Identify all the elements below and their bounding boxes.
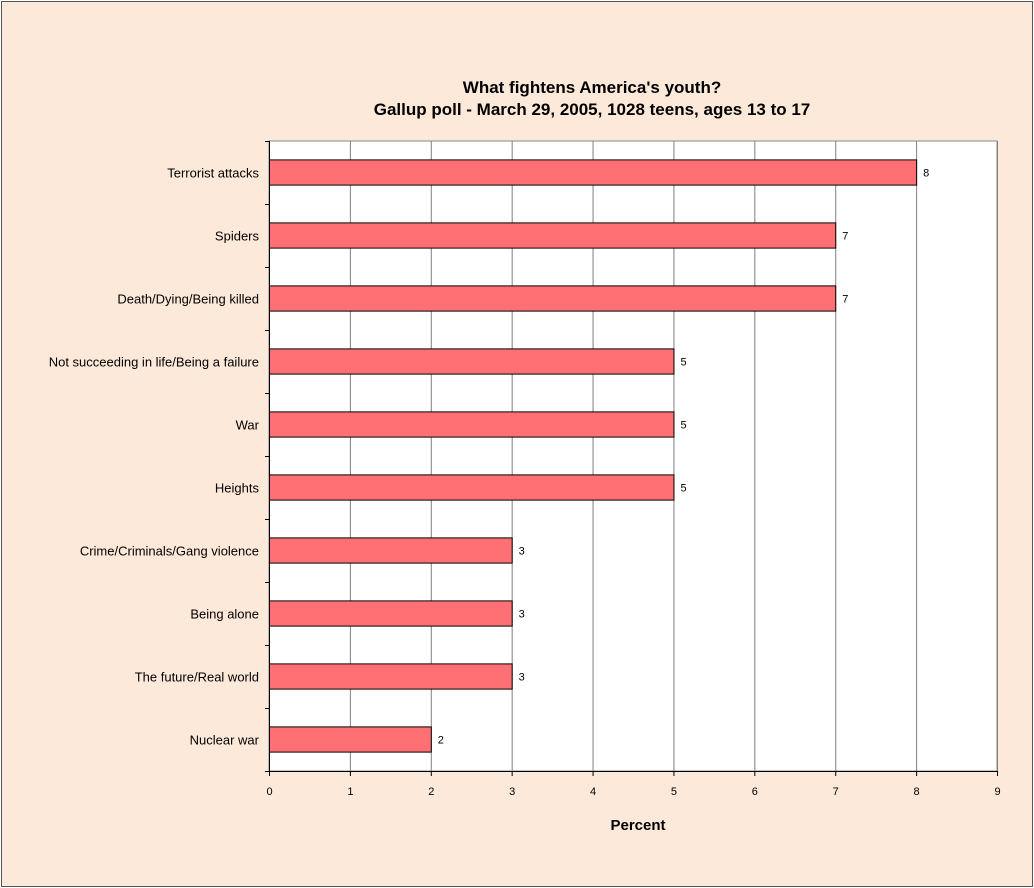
bar <box>269 222 837 249</box>
bar <box>269 726 432 753</box>
x-tick-label: 7 <box>833 786 839 798</box>
x-tick-label: 4 <box>590 786 596 798</box>
bar <box>269 537 513 564</box>
data-label: 5 <box>680 357 686 369</box>
x-axis-title: Percent <box>610 817 665 834</box>
category-label: Death/Dying/Being killed <box>117 292 259 307</box>
data-label: 5 <box>680 483 686 495</box>
category-label: Nuclear war <box>190 733 260 748</box>
bar <box>269 159 918 186</box>
bar <box>269 600 513 627</box>
x-tick-label: 9 <box>994 786 1000 798</box>
category-label: Heights <box>215 481 260 496</box>
x-tick-label: 3 <box>509 786 515 798</box>
bar <box>269 285 837 312</box>
data-label: 2 <box>438 735 444 747</box>
x-tick-label: 2 <box>428 786 434 798</box>
category-label: Spiders <box>215 229 260 244</box>
category-label: Being alone <box>190 607 259 622</box>
category-label: Terrorist attacks <box>167 166 259 181</box>
data-label: 7 <box>842 231 848 243</box>
bar <box>269 348 675 375</box>
category-label: War <box>236 418 260 433</box>
x-tick-label: 1 <box>347 786 353 798</box>
category-label: Crime/Criminals/Gang violence <box>80 544 259 559</box>
data-label: 3 <box>519 609 525 621</box>
x-tick-label: 8 <box>914 786 920 798</box>
bar <box>269 411 675 438</box>
data-label: 3 <box>519 546 525 558</box>
chart-title-line-2: Gallup poll - March 29, 2005, 1028 teens… <box>374 100 811 119</box>
x-tick-label: 6 <box>752 786 758 798</box>
axes: 0 1 2 3 4 5 6 7 8 9 Terrorist attacks Spiders Death/… <box>49 141 1001 798</box>
category-label: The future/Real world <box>135 670 259 685</box>
data-label: 5 <box>680 420 686 432</box>
data-label: 3 <box>519 672 525 684</box>
bar <box>269 663 513 690</box>
x-tick-label: 5 <box>671 786 677 798</box>
chart-title-line-1: What fightens America's youth? <box>463 78 721 97</box>
data-label: 8 <box>923 168 929 180</box>
data-label: 7 <box>842 294 848 306</box>
bar <box>269 474 675 501</box>
category-label: Not succeeding in life/Being a failure <box>49 355 259 370</box>
bars: 8 7 7 5 5 5 3 3 3 2 <box>269 159 929 753</box>
x-tick-label: 0 <box>266 786 272 798</box>
